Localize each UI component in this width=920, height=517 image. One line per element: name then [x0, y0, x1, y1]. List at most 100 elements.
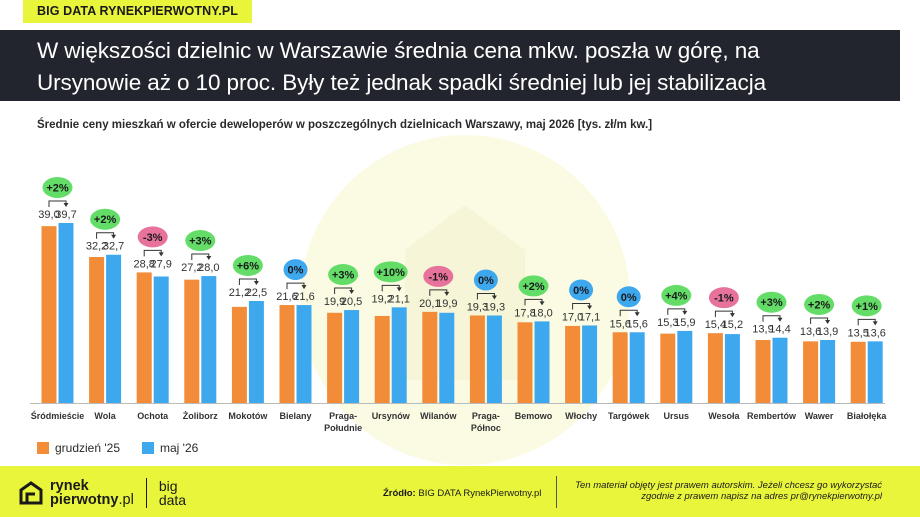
value-label-dec: 20,1	[419, 298, 440, 310]
change-badge	[42, 177, 73, 198]
value-label-dec: 17,8	[514, 307, 535, 319]
change-bracket	[619, 309, 638, 317]
bar-may	[58, 223, 74, 403]
change-label: 0%	[621, 292, 637, 304]
change-bracket	[381, 284, 400, 292]
change-badge	[283, 259, 308, 281]
value-label-may: 27,9	[150, 258, 171, 270]
footer: rynek pierwotny.pl big data Źródło: BIG …	[0, 466, 920, 517]
value-label-may: 39,7	[55, 209, 76, 221]
category-label: Bielany	[279, 411, 311, 421]
logo-line-1: rynek	[50, 478, 89, 494]
change-arrow	[158, 252, 164, 257]
source: Źródło: BIG DATA RynekPierwotny.pl	[383, 488, 541, 499]
big-data-line-1: big	[158, 478, 178, 494]
category-label: Wilanów	[420, 411, 457, 421]
copyright-notice: Ten materiał objęty jest prawem autorski…	[552, 480, 882, 502]
value-label-may: 21,6	[293, 291, 314, 303]
change-badge	[90, 208, 121, 230]
value-label-may: 17,1	[579, 311, 600, 323]
change-badge	[756, 291, 787, 313]
legend-item-dec: grudzień '25	[37, 441, 120, 455]
value-label-may: 15,9	[674, 317, 695, 329]
value-label-may: 32,7	[103, 241, 124, 253]
change-label: 0%	[288, 265, 304, 277]
value-label-dec: 15,4	[705, 319, 726, 331]
bar-dec	[755, 339, 771, 403]
category-label: Żoliborz	[183, 411, 218, 421]
change-bracket	[524, 298, 543, 306]
category-label: Wesoła	[708, 411, 740, 421]
change-arrow	[872, 321, 878, 326]
value-label-dec: 15,3	[657, 317, 678, 329]
legend: grudzień '25 maj '26	[37, 441, 220, 455]
bar-dec	[660, 333, 676, 403]
change-arrow	[63, 203, 69, 207]
bar-dec	[231, 306, 247, 403]
value-label-dec: 13,5	[847, 327, 868, 339]
legend-swatch-may	[142, 442, 155, 454]
value-label-may: 15,6	[626, 318, 647, 330]
category-label: Wawer	[805, 411, 834, 421]
legend-item-may: maj '26	[142, 441, 198, 455]
value-label-dec: 28,8	[133, 258, 154, 270]
change-label: 0%	[478, 275, 494, 287]
change-label: 0%	[573, 285, 589, 297]
change-bracket	[286, 282, 305, 290]
value-label-dec: 13,6	[800, 326, 821, 338]
category-label: Północ	[471, 423, 501, 433]
change-label: -3%	[143, 232, 163, 244]
change-bracket	[143, 249, 162, 257]
source-text: BIG DATA RynekPierwotny.pl	[418, 488, 542, 499]
bar-dec	[803, 341, 819, 403]
source-label: Źródło:	[383, 488, 416, 499]
bar-may	[820, 339, 836, 403]
bar-may	[439, 312, 455, 403]
change-badge	[185, 230, 216, 252]
bar-may	[201, 276, 217, 403]
change-bracket	[96, 232, 115, 239]
bar-dec	[422, 311, 438, 403]
category-label: Włochy	[565, 411, 597, 421]
value-label-may: 14,4	[769, 324, 790, 336]
value-label-dec: 17,0	[562, 311, 583, 323]
headline-line-1: W większości dzielnic w Warszawie średni…	[37, 38, 760, 63]
logo-separator	[145, 478, 147, 508]
bar-dec	[89, 257, 105, 403]
value-label-may: 18,0	[531, 307, 552, 319]
value-label-may: 13,6	[864, 327, 885, 339]
category-label: Wola	[94, 411, 116, 421]
change-label: +3%	[189, 236, 212, 248]
logo-text: rynek pierwotny.pl	[50, 478, 134, 508]
change-bracket	[810, 317, 829, 324]
bar-may	[296, 305, 312, 403]
change-badge	[851, 295, 882, 317]
change-arrow	[587, 305, 593, 310]
change-bracket	[762, 315, 781, 322]
value-label-dec: 32,2	[86, 241, 107, 253]
headline-line-2: Ursynowie aż o 10 proc. Były też jednak …	[37, 70, 767, 95]
change-arrow	[539, 301, 545, 306]
bar-may	[629, 332, 645, 403]
change-bracket	[429, 289, 448, 296]
change-badge	[518, 275, 549, 297]
value-label-may: 15,2	[722, 319, 743, 331]
category-label: Ochota	[137, 411, 169, 421]
change-label: +1%	[856, 301, 879, 313]
big-data-logo: big data	[159, 479, 186, 507]
logo: rynek pierwotny.pl big data	[18, 478, 186, 508]
change-label: -1%	[429, 271, 449, 283]
change-badge	[473, 269, 498, 291]
change-bracket	[191, 253, 210, 261]
bar-may	[344, 310, 360, 403]
bar-dec	[517, 322, 533, 403]
change-bracket	[48, 200, 67, 207]
value-label-dec: 19,9	[324, 296, 345, 308]
bar-may	[153, 276, 169, 403]
bar-dec	[279, 305, 295, 403]
change-arrow	[349, 290, 355, 295]
value-label-dec: 21,6	[276, 291, 297, 303]
change-bracket	[714, 310, 733, 318]
bar-chart: 39,039,7 +2% Śródmieście 32,232,7 +2% Wola 28,…	[30, 135, 887, 465]
bar-may	[486, 315, 502, 403]
